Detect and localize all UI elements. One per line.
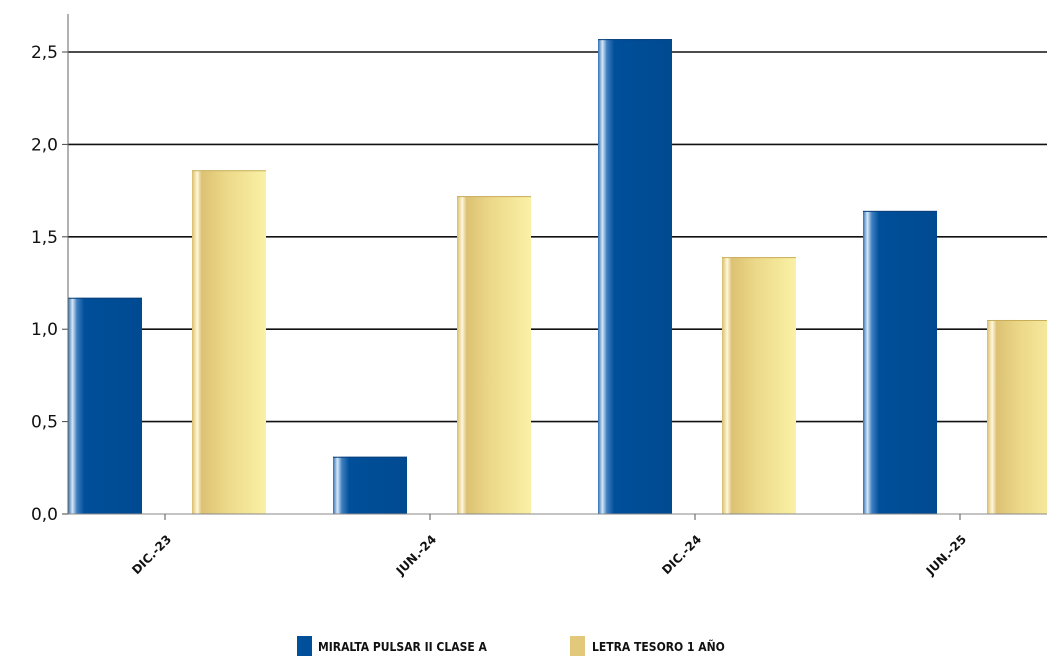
- bars-layer: [68, 39, 1047, 515]
- legend-swatch-miralta: [297, 636, 312, 656]
- x-tick-label: JUN.-24: [393, 532, 439, 578]
- legend: MIRALTA PULSAR II CLASE A LETRA TESORO 1 …: [297, 636, 725, 656]
- x-tick-label: JUN.-25: [923, 532, 969, 578]
- bar-letra-0: [192, 170, 266, 514]
- bar-letra-3: [987, 319, 1047, 514]
- bar-miralta-0: [68, 297, 142, 514]
- bar-letra-2: [722, 257, 796, 514]
- y-tick-label: 0,5: [31, 413, 58, 433]
- x-tick-label: DIC.-24: [659, 532, 704, 577]
- bar-miralta-3: [863, 210, 937, 515]
- legend-swatch-letra: [570, 636, 585, 656]
- legend-label-letra: LETRA TESORO 1 AÑO: [592, 639, 725, 654]
- legend-label-miralta: MIRALTA PULSAR II CLASE A: [318, 640, 487, 654]
- y-tick-label: 0,0: [31, 505, 58, 525]
- x-tick-label: DIC.-23: [129, 532, 174, 577]
- y-tick-label: 2,5: [31, 43, 58, 63]
- y-tick-label: 1,5: [31, 228, 58, 248]
- y-tick-label: 1,0: [31, 320, 58, 340]
- bar-miralta-1: [333, 456, 407, 514]
- bar-letra-1: [457, 196, 531, 515]
- y-tick-label: 2,0: [31, 135, 58, 155]
- bar-miralta-2: [598, 39, 672, 515]
